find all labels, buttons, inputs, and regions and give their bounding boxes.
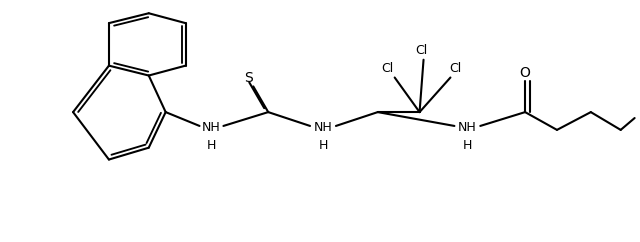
Text: H: H — [207, 139, 216, 152]
Text: H: H — [318, 139, 328, 152]
Text: NH: NH — [458, 121, 477, 134]
Text: O: O — [520, 66, 531, 80]
Text: Cl: Cl — [381, 62, 394, 75]
Text: S: S — [244, 71, 253, 85]
Text: Cl: Cl — [449, 62, 461, 75]
Text: NH: NH — [314, 121, 332, 134]
Text: Cl: Cl — [415, 44, 428, 57]
Text: H: H — [463, 139, 472, 152]
Text: NH: NH — [202, 121, 221, 134]
